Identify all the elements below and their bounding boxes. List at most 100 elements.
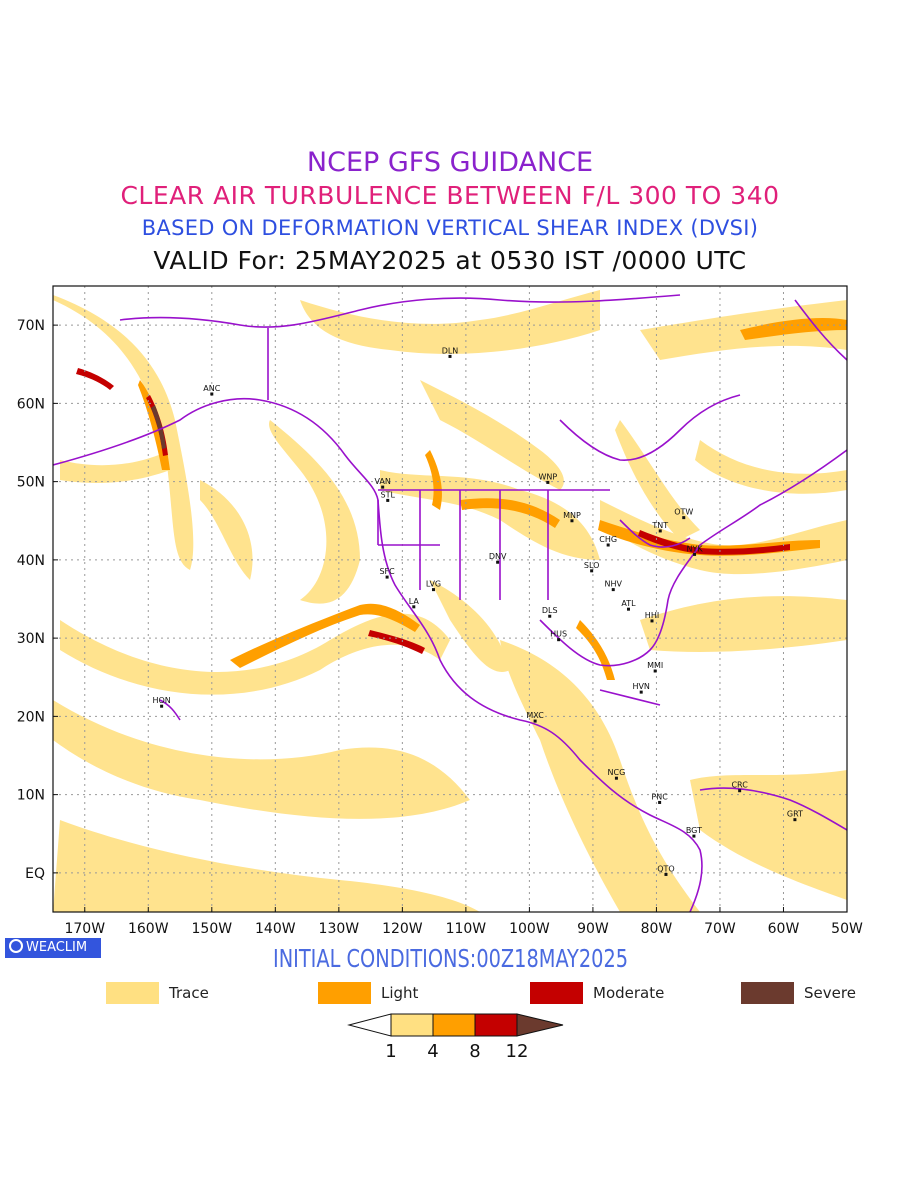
station-label: DLS xyxy=(542,606,558,615)
station-label: CHG xyxy=(599,535,617,544)
station-label: MNP xyxy=(563,511,581,520)
title-valid-time: VALID For: 25MAY2025 at 0530 IST /0000 U… xyxy=(153,246,747,275)
station-label: VAN xyxy=(374,477,390,486)
lon-tick-label: 70W xyxy=(704,921,736,937)
station-marker xyxy=(692,834,696,838)
legend-label-light: Light xyxy=(381,984,419,1002)
lat-tick-label: 20N xyxy=(17,709,45,725)
station-label: NCG xyxy=(608,768,626,777)
lat-tick-label: 30N xyxy=(17,631,45,647)
station-label: LA xyxy=(409,597,420,606)
station-marker xyxy=(210,392,214,396)
station-label: BGT xyxy=(686,826,702,835)
station-label: SFC xyxy=(379,567,395,576)
station-label: HON xyxy=(152,696,170,705)
colorbar-tick-label: 4 xyxy=(427,1041,438,1062)
colorbar-high-triangle xyxy=(516,1013,564,1037)
colorbar-box xyxy=(390,1013,434,1037)
station-label: ATL xyxy=(621,599,636,608)
title-index: BASED ON DEFORMATION VERTICAL SHEAR INDE… xyxy=(141,216,759,240)
station-marker xyxy=(639,690,643,694)
lon-tick-label: 140W xyxy=(255,921,296,937)
station-marker xyxy=(653,669,657,673)
lon-tick-label: 160W xyxy=(128,921,169,937)
initial-conditions: INITIAL CONDITIONS:00Z18MAY2025 xyxy=(273,944,629,973)
longitude-axis: 170W 160W 150W 140W 130W 120W 110W 100W 90W 80W 70… xyxy=(64,907,863,937)
station-marker xyxy=(606,543,610,547)
station-label: CRC xyxy=(731,781,748,790)
lat-tick-label: 60N xyxy=(17,396,45,412)
weaclim-logo: WEACLIM xyxy=(5,938,101,958)
lon-tick-label: 130W xyxy=(319,921,360,937)
lon-tick-label: 110W xyxy=(446,921,487,937)
station-label: PNC xyxy=(651,792,668,801)
lat-tick-label: EQ xyxy=(25,866,45,882)
station-label: MMI xyxy=(647,661,663,670)
station-marker xyxy=(650,619,654,623)
colorbar-tick-label: 1 xyxy=(385,1041,396,1062)
station-label: WNP xyxy=(538,472,557,481)
lon-tick-label: 120W xyxy=(382,921,423,937)
title-product: CLEAR AIR TURBULENCE BETWEEN F/L 300 TO … xyxy=(120,181,780,210)
station-marker xyxy=(381,485,385,489)
station-marker xyxy=(611,588,615,592)
station-marker xyxy=(570,519,574,523)
colorbar: 1 4 8 12 xyxy=(347,1013,564,1062)
station-marker xyxy=(386,498,390,502)
legend-label-moderate: Moderate xyxy=(593,984,665,1002)
station-label: ANC xyxy=(203,384,220,393)
station-marker xyxy=(693,552,697,556)
station-marker xyxy=(548,614,552,618)
colorbar-box xyxy=(432,1013,476,1037)
station-marker xyxy=(614,776,618,780)
station-marker xyxy=(658,529,662,533)
turbulence-fields xyxy=(53,290,847,912)
station-marker xyxy=(738,789,742,793)
lat-tick-label: 40N xyxy=(17,553,45,569)
lon-tick-label: 60W xyxy=(768,921,800,937)
station-marker xyxy=(658,800,662,804)
station-marker xyxy=(496,560,500,564)
colorbar-tick-label: 12 xyxy=(506,1041,529,1062)
lat-tick-label: 70N xyxy=(17,318,45,334)
station-marker xyxy=(682,516,686,520)
legend-swatch-light xyxy=(318,982,371,1004)
title-model: NCEP GFS GUIDANCE xyxy=(306,147,594,178)
station-marker xyxy=(431,588,435,592)
station-label: HHI xyxy=(645,611,659,620)
station-label: NHV xyxy=(605,580,623,589)
latitude-axis: 70N 60N 50N 40N 30N 20N 10N EQ xyxy=(17,318,58,882)
station-marker xyxy=(626,607,630,611)
station-marker xyxy=(385,575,389,579)
station-label: HUS xyxy=(550,630,567,639)
station-marker xyxy=(533,719,537,723)
station-marker xyxy=(793,818,797,822)
coastlines-borders xyxy=(53,294,847,912)
station-label: LVG xyxy=(426,580,441,589)
station-marker xyxy=(557,638,561,642)
logo-circle-icon xyxy=(9,939,23,953)
station-label: NYK xyxy=(686,544,703,553)
legend-swatch-trace xyxy=(106,982,159,1004)
station-marker xyxy=(160,704,164,708)
lat-tick-label: 50N xyxy=(17,475,45,491)
legend-swatch-moderate xyxy=(530,982,583,1004)
station-label: TNT xyxy=(651,521,668,530)
station-labels: ANC DLN VAN STL WNP MNP TNT OTW CHG NYK SFC DNV SLO L… xyxy=(152,346,803,876)
station-label: QTO xyxy=(657,864,674,873)
map-frame xyxy=(52,285,848,913)
legend-label-severe: Severe xyxy=(804,984,856,1002)
station-label: STL xyxy=(381,490,396,499)
lon-tick-label: 50W xyxy=(831,921,863,937)
station-label: HVN xyxy=(632,682,649,691)
legend-label-trace: Trace xyxy=(169,984,209,1002)
station-label: DLN xyxy=(442,346,459,355)
lon-tick-label: 170W xyxy=(64,921,105,937)
station-marker xyxy=(590,569,594,573)
colorbar-box xyxy=(474,1013,518,1037)
station-marker xyxy=(546,480,550,484)
station-label: SLO xyxy=(584,561,600,570)
station-label: GRT xyxy=(787,810,803,819)
logo-text: WEACLIM xyxy=(26,940,88,955)
